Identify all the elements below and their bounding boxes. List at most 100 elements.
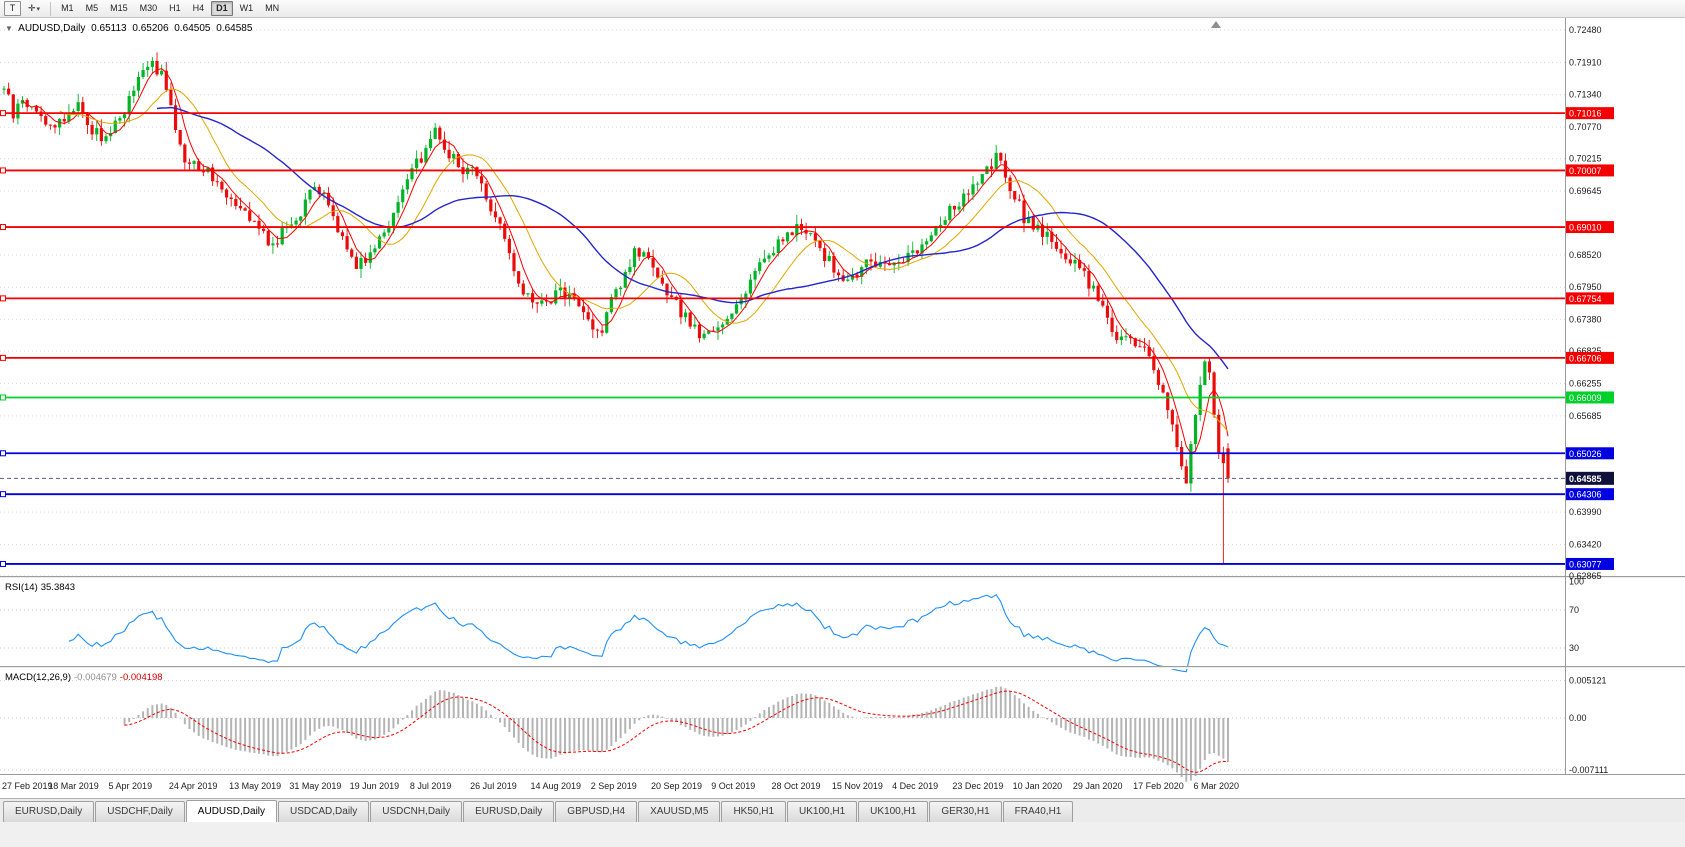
- price-badge-0.64306: [1566, 488, 1614, 501]
- timeframe-button-m5[interactable]: M5: [85, 3, 99, 13]
- hline-handle[interactable]: [0, 167, 6, 174]
- chart-tab-uk100-h1-10[interactable]: UK100,H1: [858, 801, 929, 822]
- chart-tab-fra40-h1-12[interactable]: FRA40,H1: [1002, 801, 1074, 822]
- chart-tab-xauusd-m5-7[interactable]: XAUUSD,M5: [638, 801, 721, 822]
- date-label: 4 Dec 2019: [892, 781, 938, 791]
- date-label: 19 Jun 2019: [350, 781, 400, 791]
- hline-handle[interactable]: [0, 354, 6, 361]
- crosshair-icon: ✛: [28, 3, 36, 13]
- price-axis-label: 0.70215: [1569, 154, 1602, 164]
- date-label: 9 Oct 2019: [711, 781, 755, 791]
- chart-tab-ger30-h1-11[interactable]: GER30,H1: [929, 801, 1002, 822]
- bid-price-badge: [1566, 471, 1614, 485]
- ma-slow-line: [156, 106, 1229, 370]
- chart-window[interactable]: 0.72480 0.71910 0.71340 0.70770 0.70215 0.696…: [0, 18, 1685, 798]
- hline-handle[interactable]: [0, 560, 6, 567]
- svg-text:0.66706: 0.66706: [1569, 353, 1602, 363]
- chart-tab-usdchf-daily-1[interactable]: USDCHF,Daily: [95, 801, 185, 822]
- svg-text:0.66009: 0.66009: [1569, 393, 1602, 403]
- chart-tab-eurusd-daily-5[interactable]: EURUSD,Daily: [463, 801, 555, 822]
- date-label: 2 Sep 2019: [591, 781, 637, 791]
- chart-symbol-label: AUDUSD,Daily: [18, 23, 86, 34]
- hline-handle[interactable]: [0, 491, 6, 498]
- price-axis: 0.72480 0.71910 0.71340 0.70770 0.70215 0.696…: [1565, 18, 1614, 775]
- chart-canvas: 0.72480 0.71910 0.71340 0.70770 0.70215 0.696…: [0, 18, 1685, 791]
- hline-handle[interactable]: [0, 224, 6, 231]
- svg-text:0.67754: 0.67754: [1569, 294, 1602, 304]
- timeframe-button-h4[interactable]: H4: [192, 3, 205, 13]
- svg-text:0.70007: 0.70007: [1569, 166, 1602, 176]
- price-axis-label: 0.69645: [1569, 186, 1602, 196]
- chart-tab-hk50-h1-8[interactable]: HK50,H1: [721, 801, 787, 822]
- collapse-arrow-icon[interactable]: ▼: [5, 24, 13, 33]
- date-label: 23 Dec 2019: [952, 781, 1003, 791]
- hline-handle[interactable]: [0, 110, 6, 117]
- timeframe-button-h1[interactable]: H1: [169, 3, 181, 13]
- date-label: 13 May 2019: [229, 781, 281, 791]
- ohlc-low: 0.64505: [174, 23, 211, 34]
- macd-axis-label: 0.00: [1569, 713, 1587, 723]
- rsi-line: [68, 593, 1229, 673]
- rsi-pane: [0, 593, 1565, 673]
- ohlc-high: 0.65206: [132, 23, 169, 34]
- hline-handle[interactable]: [0, 394, 6, 401]
- chart-tab-usdcad-daily-3[interactable]: USDCAD,Daily: [278, 801, 370, 822]
- price-badge-0.66706: [1566, 351, 1614, 364]
- timeframe-button-m1[interactable]: M1: [61, 3, 74, 13]
- price-axis-label: 0.71340: [1569, 90, 1602, 100]
- timeframe-button-m15[interactable]: M15: [110, 3, 128, 13]
- svg-text:0.71016: 0.71016: [1569, 109, 1602, 119]
- macd-axis-label: 0.005121: [1569, 676, 1607, 686]
- date-label: 14 Aug 2019: [530, 781, 581, 791]
- chart-tab-bar: EURUSD,Daily USDCHF,Daily AUDUSD,Daily USDC…: [0, 798, 1685, 822]
- price-badge-0.70007: [1566, 164, 1614, 177]
- rsi-label: RSI(14) 35.3843: [5, 582, 78, 593]
- price-axis-label: 0.71910: [1569, 57, 1602, 67]
- date-label: 27 Feb 2019: [2, 781, 53, 791]
- date-label: 29 Jan 2020: [1073, 781, 1123, 791]
- date-label: 18 Mar 2019: [48, 781, 99, 791]
- price-axis-label: 0.68520: [1569, 250, 1602, 260]
- svg-text:0.64585: 0.64585: [1569, 474, 1602, 484]
- price-axis-label: 0.66255: [1569, 378, 1602, 388]
- ma-mid-line: [59, 88, 1229, 432]
- price-axis-label: 0.65685: [1569, 411, 1602, 421]
- crosshair-tool-button[interactable]: ✛▾: [23, 1, 45, 16]
- date-label: 8 Jul 2019: [410, 781, 452, 791]
- timeframe-button-d1[interactable]: D1: [211, 1, 233, 16]
- chart-tab-eurusd-daily-0[interactable]: EURUSD,Daily: [3, 801, 95, 822]
- horizontal-lines[interactable]: [0, 110, 1565, 567]
- chart-tab-uk100-h1-9[interactable]: UK100,H1: [787, 801, 858, 822]
- timeframe-button-group: M1 M5 M15 M30 H1 H4 D1 W1 MN: [55, 1, 285, 16]
- macd-signal-value: -0.004198: [119, 672, 163, 683]
- ohlc-close: 0.64585: [216, 23, 253, 34]
- chart-tab-audusd-daily-2[interactable]: AUDUSD,Daily: [185, 800, 278, 822]
- chart-tab-gbpusd-h4-6[interactable]: GBPUSD,H4: [555, 801, 638, 822]
- moving-average-lines: [22, 68, 1229, 454]
- date-label: 28 Oct 2019: [772, 781, 821, 791]
- pane-separators[interactable]: [0, 576, 1685, 775]
- svg-text:0.69010: 0.69010: [1569, 223, 1602, 233]
- price-badge-0.65026: [1566, 447, 1614, 460]
- timeframe-button-m30[interactable]: M30: [139, 3, 158, 13]
- price-badge-0.63077: [1566, 557, 1614, 570]
- date-label: 10 Jan 2020: [1013, 781, 1063, 791]
- hline-handle[interactable]: [0, 450, 6, 457]
- chart-shift-marker-icon[interactable]: [1211, 21, 1221, 28]
- date-label: 20 Sep 2019: [651, 781, 702, 791]
- price-axis-label: 0.66825: [1569, 346, 1602, 356]
- price-badge-0.67754: [1566, 292, 1614, 305]
- timeframe-button-w1[interactable]: W1: [239, 3, 254, 13]
- date-label: 31 May 2019: [289, 781, 341, 791]
- text-tool-button[interactable]: T: [4, 1, 21, 16]
- macd-axis-label: -0.007111: [1569, 765, 1608, 775]
- svg-text:0.65026: 0.65026: [1569, 449, 1602, 459]
- price-axis-label: 0.72480: [1569, 25, 1602, 35]
- hline-handle[interactable]: [0, 295, 6, 302]
- rsi-name: RSI(14): [5, 582, 38, 593]
- chart-tab-usdcnh-daily-4[interactable]: USDCNH,Daily: [370, 801, 463, 822]
- macd-histogram: [123, 686, 1229, 782]
- date-label: 15 Nov 2019: [832, 781, 883, 791]
- rsi-axis-label: 30: [1569, 643, 1579, 653]
- timeframe-button-mn[interactable]: MN: [265, 3, 280, 13]
